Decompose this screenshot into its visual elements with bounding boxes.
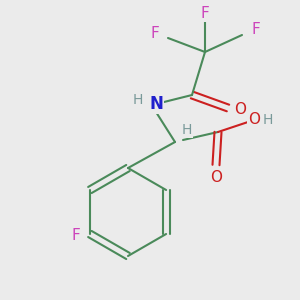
Text: O: O (210, 170, 222, 185)
Text: F: F (252, 22, 260, 38)
Text: N: N (149, 95, 163, 113)
Text: O: O (234, 103, 246, 118)
Text: H: H (133, 93, 143, 107)
Text: F: F (201, 7, 209, 22)
Text: O: O (248, 112, 260, 128)
Text: H: H (263, 113, 273, 127)
Text: H: H (182, 123, 192, 137)
Text: F: F (151, 26, 159, 41)
Text: F: F (71, 229, 80, 244)
